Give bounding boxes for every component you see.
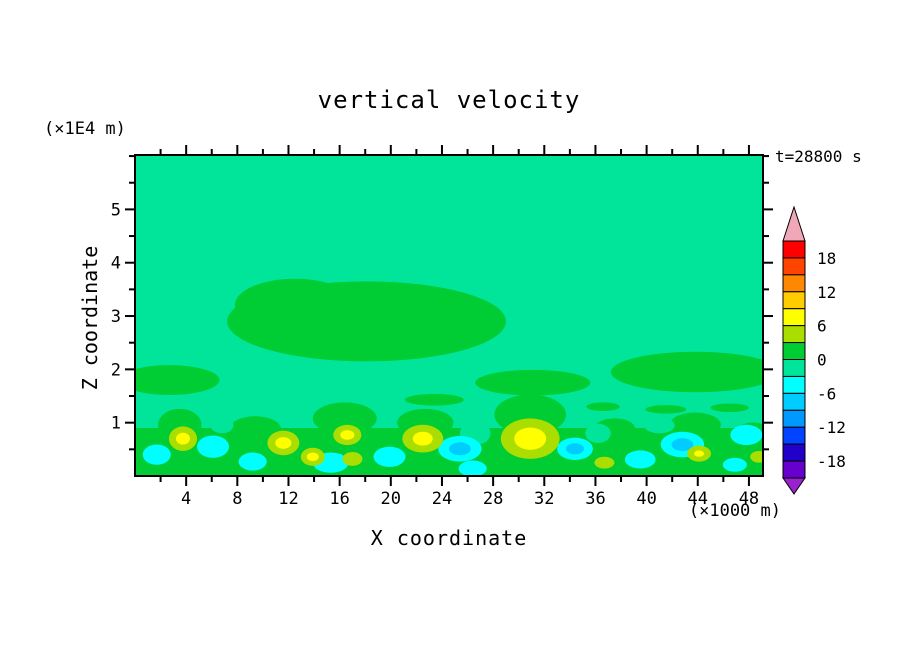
colorbar-band bbox=[782, 291, 806, 310]
colorbar-tick-label: 18 bbox=[817, 249, 836, 268]
y-axis-title: Z coordinate bbox=[78, 245, 102, 391]
x-tick-label: 8 bbox=[232, 489, 242, 509]
colorbar-band bbox=[782, 375, 806, 394]
colorbar-band bbox=[782, 409, 806, 428]
colorbar-band bbox=[782, 240, 806, 259]
colorbar-band bbox=[782, 392, 806, 411]
contour-field bbox=[135, 155, 763, 476]
colorbar-band bbox=[782, 342, 806, 361]
x-tick-label: 36 bbox=[585, 489, 605, 509]
colorbar-arrow-down bbox=[782, 477, 806, 495]
colorbar-band bbox=[782, 274, 806, 293]
colorbar-band bbox=[782, 460, 806, 479]
chart-title: vertical velocity bbox=[317, 86, 581, 114]
colorbar-tick-label: -12 bbox=[817, 418, 846, 437]
colorbar-tick-label: -6 bbox=[817, 384, 836, 403]
colorbar-band bbox=[782, 359, 806, 377]
time-annotation: t=28800 s bbox=[775, 147, 862, 166]
x-tick-label: 28 bbox=[483, 489, 503, 509]
colorbar-arrow-up bbox=[782, 205, 806, 242]
x-tick-label: 20 bbox=[381, 489, 401, 509]
colorbar-tick-label: -18 bbox=[817, 452, 846, 471]
x-tick-label: 12 bbox=[278, 489, 298, 509]
x-tick-label: 16 bbox=[329, 489, 349, 509]
colorbar-tick-label: 12 bbox=[817, 283, 836, 302]
y-tick-label: 4 bbox=[111, 254, 121, 274]
colorbar-tick-label: 6 bbox=[817, 317, 827, 336]
x-axis-units: (×1000 m) bbox=[688, 501, 781, 521]
colorbar-band bbox=[782, 257, 806, 276]
colorbar: 18 12 6 0 -6 -12 -18 bbox=[782, 205, 846, 495]
colorbar-band bbox=[782, 426, 806, 445]
x-tick-label: 24 bbox=[432, 489, 452, 509]
colorbar-tick-label: 0 bbox=[817, 351, 827, 370]
x-tick-label: 32 bbox=[534, 489, 554, 509]
colorbar-band bbox=[782, 443, 806, 462]
colorbar-band bbox=[782, 308, 806, 327]
x-tick-label: 4 bbox=[181, 489, 191, 509]
y-tick-label: 5 bbox=[111, 200, 121, 220]
y-axis-units: (×1E4 m) bbox=[44, 119, 126, 139]
y-tick-label: 3 bbox=[111, 307, 121, 327]
y-tick-label: 2 bbox=[111, 360, 121, 380]
x-axis-title: X coordinate bbox=[370, 526, 528, 550]
y-tick-label: 1 bbox=[111, 414, 121, 434]
colorbar-band bbox=[782, 325, 806, 344]
